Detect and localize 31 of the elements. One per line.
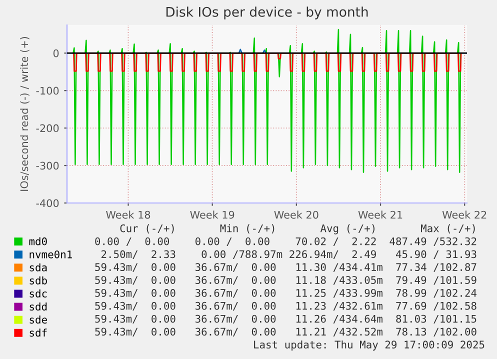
text: 0.00 / 0.00 0.00 / 0.00 70.02 / 2.22 487.49 /532.32 — [95, 237, 476, 246]
text: 2.50m/ 2.33 0.00 /788.97m 226.94m/ 2.49 45.90 / 31.93 — [102, 250, 476, 259]
x-tick-label: Week 22 — [442, 210, 486, 219]
chart-title: Disk IOs per device - by month — [166, 6, 368, 20]
legend-label: sdd — [30, 302, 47, 311]
y-tick-label: -300 — [36, 162, 59, 170]
y-tick-label: -200 — [36, 124, 59, 132]
legend-label: sdf — [30, 328, 47, 337]
x-tick-label: Week 19 — [190, 210, 234, 219]
text: 59.43m/ 0.00 36.67m/ 0.00 11.18 /433.05m 79.49 /101.59 — [95, 276, 476, 285]
x-tick-label: Week 18 — [106, 210, 150, 219]
legend-label: md0 — [29, 237, 47, 246]
legend-label: sda — [30, 263, 47, 272]
legend-label: sdc — [30, 289, 47, 298]
x-tick-label: Week 21 — [358, 210, 402, 219]
text: 59.43m/ 0.00 36.67m/ 0.00 11.30 /434.41m 77.34 /102.87 — [95, 263, 476, 272]
line-series — [72, 28, 462, 173]
y-tick-label: -400 — [36, 199, 59, 208]
text: 59.43m/ 0.00 36.67m/ 0.00 11.26 /434.64m 81.03 /101.15 — [95, 314, 476, 324]
text: 59.43m/ 0.00 36.67m/ 0.00 11.21 /432.52m 78.13 /102.00 — [95, 328, 476, 336]
y-axis-title: IOs/second read (-) / write (+) — [20, 36, 30, 191]
y-tick-label: 0 — [53, 49, 59, 58]
text: Last update: Thu May 29 17:00:09 2025 — [254, 340, 484, 351]
text: 59.43m/ 0.00 36.67m/ 0.00 11.25 /433.99m 78.99 /102.24 — [95, 289, 477, 298]
legend-label: sde — [30, 316, 47, 324]
y-tick-label: -100 — [36, 86, 59, 95]
legend-label: nvme0n1 — [30, 250, 72, 258]
text: Cur (-/+) Min (-/+) Avg (-/+) Max (-/+) — [120, 224, 475, 234]
legend-label: sdb — [30, 276, 47, 284]
x-tick-label: Week 20 — [274, 210, 318, 219]
text: 59.43m/ 0.00 36.67m/ 0.00 11.23 /432.61m 77.69 /102.58 — [95, 302, 476, 311]
